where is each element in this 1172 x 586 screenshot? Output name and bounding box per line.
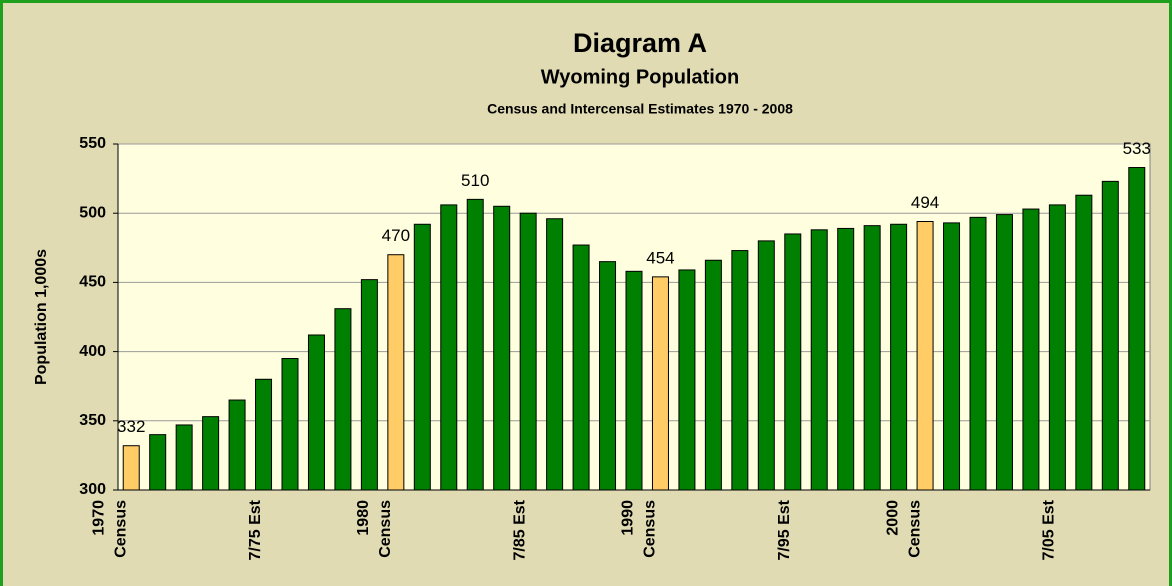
bar: [651, 276, 669, 491]
x-tick-label: 2000: [884, 500, 901, 536]
bar: [122, 445, 140, 491]
bar: [1128, 167, 1146, 491]
bar: [837, 227, 855, 491]
bar: [175, 424, 193, 491]
bar: [1075, 194, 1093, 491]
value-label: 510: [461, 171, 489, 190]
bar: [995, 214, 1013, 491]
bar: [255, 378, 273, 491]
bar: [731, 250, 749, 491]
y-tick-label: 400: [79, 343, 106, 360]
bar: [360, 279, 378, 491]
x-tick-label: 7/95 Est: [776, 499, 793, 560]
x-tick-label: 1970: [90, 500, 107, 536]
y-tick-label: 350: [79, 412, 106, 429]
x-tick-label: 1990: [620, 500, 637, 536]
bar: [1101, 180, 1119, 491]
x-tick-label: Census: [377, 500, 394, 558]
value-label: 494: [911, 193, 939, 212]
bar: [149, 434, 167, 491]
value-label: 470: [382, 226, 410, 245]
y-tick-label: 550: [79, 135, 106, 152]
bar: [969, 216, 987, 491]
bar: [810, 229, 828, 491]
x-tick-label: 1980: [355, 500, 372, 536]
bar: [413, 223, 431, 491]
bar: [281, 358, 299, 491]
y-axis-label: Population 1,000s: [33, 249, 50, 385]
bar: [1048, 204, 1066, 491]
value-label: 332: [117, 417, 145, 436]
value-label: 454: [646, 248, 674, 267]
y-tick-label: 300: [79, 481, 106, 498]
bar: [704, 259, 722, 491]
bar: [916, 221, 934, 491]
bar: [307, 334, 325, 491]
value-label: 533: [1123, 139, 1151, 158]
x-tick-label: 7/05 Est: [1041, 499, 1058, 560]
bar: [678, 269, 696, 491]
x-tick-label: 7/75 Est: [247, 499, 264, 560]
bar: [334, 308, 352, 491]
bar: [572, 244, 590, 491]
bar: [890, 223, 908, 491]
bar: [863, 225, 881, 491]
x-tick-label: Census: [642, 500, 659, 558]
bar: [784, 233, 802, 491]
bar: [466, 198, 484, 491]
bar: [599, 261, 617, 491]
x-tick-label: Census: [112, 500, 129, 558]
bar: [387, 254, 405, 491]
x-tick-label: Census: [906, 500, 923, 558]
bar: [1022, 208, 1040, 491]
chart-subtitle: Wyoming Population: [541, 66, 740, 88]
bar: [625, 270, 643, 491]
bar: [493, 205, 511, 491]
bar: [202, 416, 220, 491]
bar: [546, 218, 564, 491]
chart-title: Diagram A: [573, 28, 707, 58]
bar: [440, 204, 458, 491]
bar: [757, 240, 775, 491]
chart-subtitle: Census and Intercensal Estimates 1970 - …: [487, 101, 793, 117]
y-tick-label: 500: [79, 204, 106, 221]
bar: [943, 222, 961, 491]
bar: [519, 212, 537, 491]
y-tick-label: 450: [79, 274, 106, 291]
bar: [228, 399, 246, 491]
x-tick-label: 7/85 Est: [511, 499, 528, 560]
